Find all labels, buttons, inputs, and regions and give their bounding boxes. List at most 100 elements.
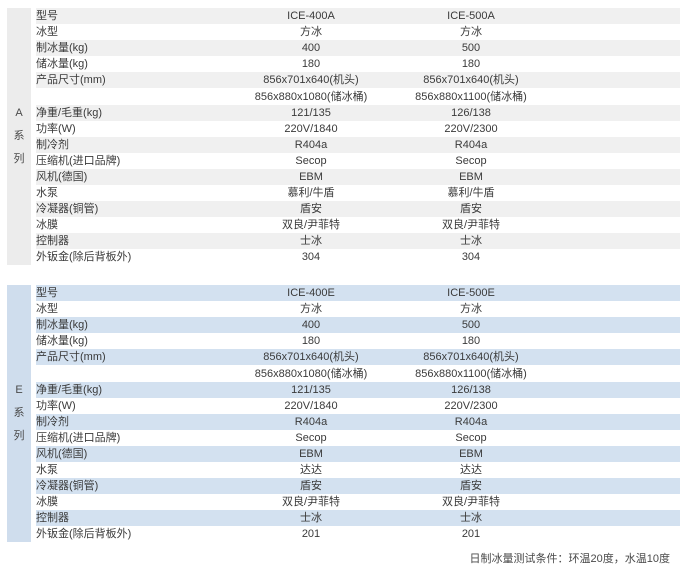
spec-value: 180	[231, 333, 391, 349]
spec-value: 双良/尹菲特	[391, 494, 551, 510]
spec-value: 121/135	[231, 105, 391, 121]
spec-name: 风机(德国)	[36, 446, 231, 462]
table-row: 冷凝器(铜管) 盾安 盾安	[36, 201, 680, 217]
spec-value: 400	[231, 317, 391, 333]
spec-pad	[551, 24, 680, 40]
table-row: 型号 ICE-400E ICE-500E	[36, 285, 680, 301]
spec-pad	[551, 526, 680, 542]
spec-value: ICE-400E	[231, 285, 391, 301]
spec-value: 856x880x1100(储冰桶)	[391, 365, 551, 382]
spec-name: 净重/毛重(kg)	[36, 105, 231, 121]
spec-name: 冰膜	[36, 494, 231, 510]
spec-value: 856x701x640(机头)	[231, 72, 391, 88]
spec-value: 士冰	[231, 233, 391, 249]
spec-pad	[551, 365, 680, 382]
spec-value: 双良/尹菲特	[231, 494, 391, 510]
spec-name: 型号	[36, 285, 231, 301]
spec-pad	[551, 121, 680, 137]
spec-pad	[551, 414, 680, 430]
spec-table-a: 型号 ICE-400A ICE-500A 冰型 方冰 方冰 制冰量(kg) 400 500 储冰量…	[36, 8, 680, 265]
spec-pad	[551, 56, 680, 72]
spec-value: 180	[391, 56, 551, 72]
spec-pad	[551, 349, 680, 365]
table-row: 水泵 慕利/牛盾 慕利/牛盾	[36, 185, 680, 201]
spec-value: 856x701x640(机头)	[391, 349, 551, 365]
spec-name: 型号	[36, 8, 231, 24]
table-row: 产品尺寸(mm) 856x701x640(机头) 856x701x640(机头)	[36, 349, 680, 365]
series-label-char: 系	[13, 407, 25, 419]
spec-value: 方冰	[231, 301, 391, 317]
spec-value: 856x880x1080(储冰桶)	[231, 88, 391, 105]
spec-pad	[551, 105, 680, 121]
spec-value: 慕利/牛盾	[231, 185, 391, 201]
spec-value: 304	[391, 249, 551, 265]
spec-value: 方冰	[391, 24, 551, 40]
spec-value: ICE-500A	[391, 8, 551, 24]
spec-value: 400	[231, 40, 391, 56]
spec-name: 冷凝器(铜管)	[36, 478, 231, 494]
table-row: 冰型 方冰 方冰	[36, 24, 680, 40]
series-label-char: A	[15, 107, 23, 119]
spec-value: EBM	[391, 446, 551, 462]
spec-name: 控制器	[36, 233, 231, 249]
spec-value: 方冰	[391, 301, 551, 317]
spec-name: 冷凝器(铜管)	[36, 201, 231, 217]
spec-value: 盾安	[391, 478, 551, 494]
spec-value: 856x701x640(机头)	[231, 349, 391, 365]
spec-pad	[551, 8, 680, 24]
spec-value: Secop	[231, 430, 391, 446]
spec-value: ICE-400A	[231, 8, 391, 24]
table-row: 冷凝器(铜管) 盾安 盾安	[36, 478, 680, 494]
spec-value: 盾安	[231, 478, 391, 494]
spec-value: R404a	[391, 414, 551, 430]
spec-pad	[551, 185, 680, 201]
spec-pad	[551, 153, 680, 169]
spec-value: 500	[391, 40, 551, 56]
spec-pad	[551, 137, 680, 153]
spec-value: ICE-500E	[391, 285, 551, 301]
spec-value: 方冰	[231, 24, 391, 40]
spec-pad	[551, 462, 680, 478]
spec-value: EBM	[231, 169, 391, 185]
spec-pad	[551, 217, 680, 233]
table-row: 冰膜 双良/尹菲特 双良/尹菲特	[36, 494, 680, 510]
spec-pad	[551, 430, 680, 446]
spec-value: EBM	[231, 446, 391, 462]
spec-value: R404a	[231, 414, 391, 430]
spec-name: 制冷剂	[36, 137, 231, 153]
series-label-char: 系	[13, 130, 25, 142]
spec-value: Secop	[391, 153, 551, 169]
spec-name: 储冰量(kg)	[36, 56, 231, 72]
table-row: 型号 ICE-400A ICE-500A	[36, 8, 680, 24]
spec-name: 制冷剂	[36, 414, 231, 430]
spec-value: 220V/1840	[231, 121, 391, 137]
spec-name: 净重/毛重(kg)	[36, 382, 231, 398]
spec-name: 功率(W)	[36, 121, 231, 137]
spec-value: Secop	[231, 153, 391, 169]
spec-value: 201	[391, 526, 551, 542]
spec-value: 201	[231, 526, 391, 542]
spec-name: 功率(W)	[36, 398, 231, 414]
spec-pad	[551, 169, 680, 185]
spec-pad	[551, 201, 680, 217]
spec-value: 856x880x1100(储冰桶)	[391, 88, 551, 105]
table-row: 外钣金(除后背板外) 304 304	[36, 249, 680, 265]
table-row: 净重/毛重(kg) 121/135 126/138	[36, 105, 680, 121]
table-row: 储冰量(kg) 180 180	[36, 333, 680, 349]
spec-value: Secop	[391, 430, 551, 446]
spec-pad	[551, 285, 680, 301]
spec-value: 达达	[231, 462, 391, 478]
spec-name: 产品尺寸(mm)	[36, 72, 231, 88]
table-row: 储冰量(kg) 180 180	[36, 56, 680, 72]
spec-value: 126/138	[391, 105, 551, 121]
spec-pad	[551, 382, 680, 398]
spec-name: 产品尺寸(mm)	[36, 349, 231, 365]
spec-value: R404a	[391, 137, 551, 153]
spec-value: 士冰	[231, 510, 391, 526]
spec-pad	[551, 317, 680, 333]
series-label-char: 列	[13, 153, 25, 165]
spec-name-continuation	[36, 365, 231, 382]
spec-value: 500	[391, 317, 551, 333]
table-row: 水泵 达达 达达	[36, 462, 680, 478]
